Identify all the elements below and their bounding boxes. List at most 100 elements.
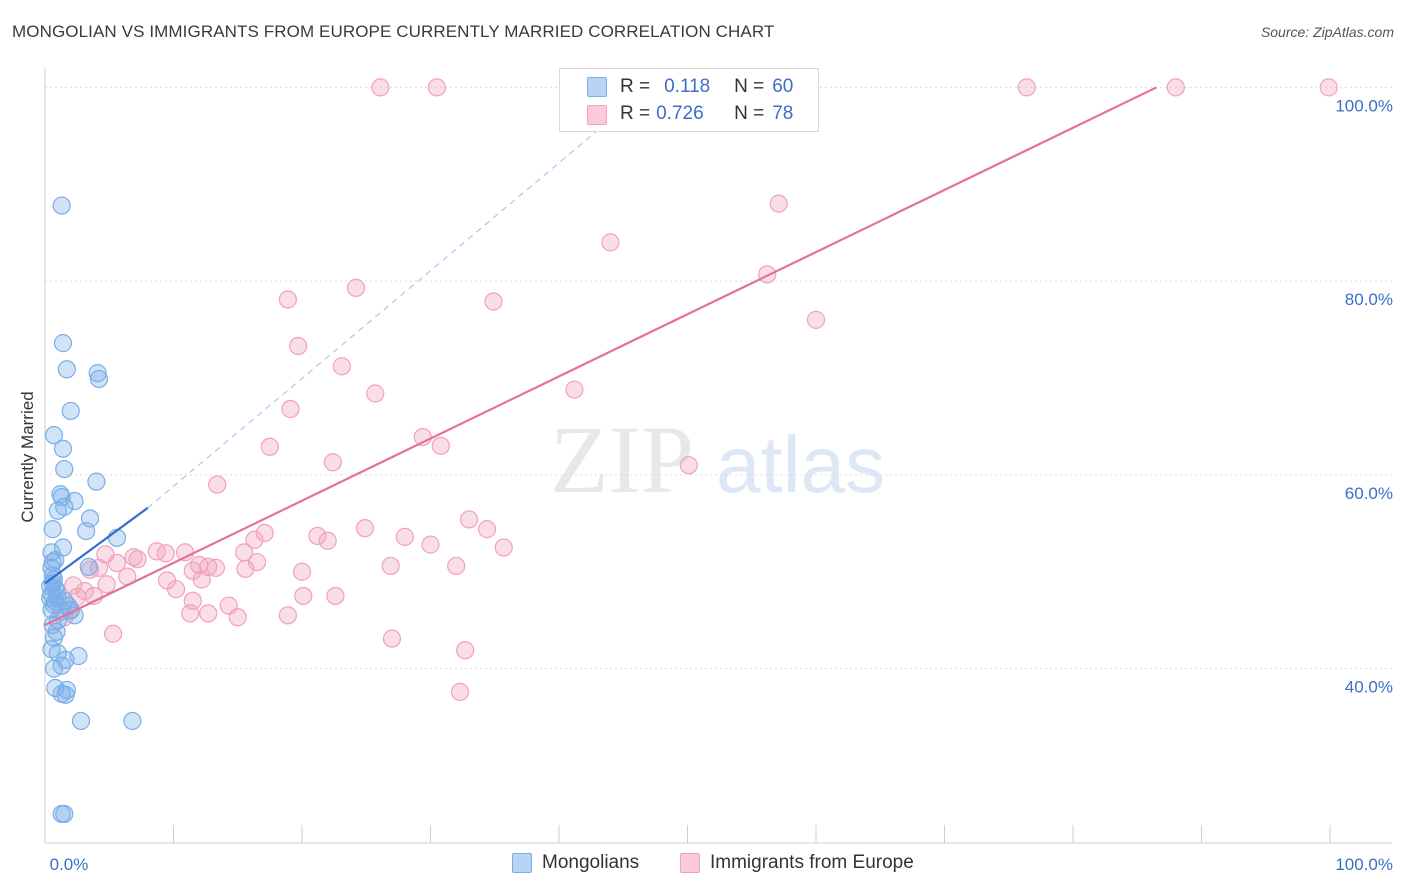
europe-point	[156, 544, 175, 563]
europe-point	[381, 556, 400, 576]
bottom-legend-swatch-europe	[680, 853, 700, 873]
europe-point	[281, 399, 300, 419]
europe-point	[181, 604, 200, 623]
mongolian-point	[65, 491, 84, 511]
legend-r-label: R =	[620, 76, 651, 97]
europe-point	[1166, 78, 1185, 97]
mongolian-point	[89, 369, 109, 389]
y-axis-title: Currently Married	[18, 391, 37, 522]
x-tick-label: 100.0%	[1335, 855, 1393, 874]
mongolian-point	[79, 557, 98, 577]
europe-points	[55, 78, 1338, 701]
europe-point	[366, 384, 385, 403]
bottom-legend-swatch-mongolians	[512, 853, 532, 873]
bottom-legend-label-europe: Immigrants from Europe	[710, 852, 914, 873]
europe-point	[1319, 78, 1338, 97]
watermark-atlas: atlas	[716, 420, 885, 509]
mongolian-point	[87, 472, 106, 491]
europe-point	[769, 194, 788, 213]
axes	[44, 68, 1392, 844]
europe-point	[255, 523, 274, 543]
europe-point	[289, 336, 308, 356]
legend-n-value-europe: 78	[772, 103, 794, 124]
mongolian-point	[43, 520, 62, 539]
europe-point	[236, 559, 255, 578]
y-tick-label: 60.0%	[1345, 484, 1393, 503]
europe-point	[278, 606, 297, 625]
chart-title: MONGOLIAN VS IMMIGRANTS FROM EUROPE CURR…	[12, 22, 775, 41]
europe-point	[355, 519, 375, 538]
europe-point	[427, 78, 447, 97]
bottom-legend: Mongolians Immigrants from Europe	[0, 852, 1406, 878]
legend-r-value-mongolians: 0.118	[664, 76, 711, 97]
europe-point	[192, 570, 211, 589]
europe-point	[228, 608, 247, 627]
mongolian-point	[53, 439, 73, 458]
mongolian-point	[55, 459, 74, 479]
x-tick-labels: 0.0% 100.0%	[50, 855, 1393, 874]
europe-point	[247, 552, 267, 572]
y-tick-labels: 40.0% 60.0% 80.0% 100.0%	[1335, 96, 1393, 696]
mongolian-point	[41, 588, 60, 608]
europe-point	[128, 550, 147, 569]
europe-point	[166, 580, 186, 599]
mongolian-point	[53, 334, 73, 353]
gridlines	[45, 86, 1392, 670]
europe-point	[395, 527, 414, 546]
legend-n-label: N =	[734, 76, 765, 97]
mongolian-point	[88, 364, 107, 383]
europe-point	[459, 510, 479, 529]
mongolian-point	[44, 659, 64, 678]
mongolian-point	[44, 426, 64, 445]
europe-point	[477, 520, 497, 539]
europe-point	[208, 475, 227, 494]
mongolian-point	[71, 711, 91, 731]
europe-point	[292, 562, 312, 581]
legend-swatch-mongolians	[587, 77, 607, 97]
europe-point	[104, 624, 123, 643]
europe-point	[565, 380, 584, 399]
mongolian-points	[41, 196, 142, 824]
europe-point	[326, 586, 345, 606]
legend-r-label: R =	[620, 103, 651, 124]
europe-point	[758, 265, 777, 284]
europe-point	[601, 233, 620, 252]
europe-point	[806, 310, 826, 329]
europe-point	[64, 576, 83, 595]
europe-point	[107, 553, 127, 573]
legend-swatch-europe	[587, 105, 607, 125]
mongolian-point	[52, 196, 71, 215]
europe-point	[147, 542, 166, 561]
europe-point	[245, 530, 264, 549]
x-tick-label: 0.0%	[50, 855, 89, 874]
europe-point	[494, 538, 513, 557]
europe-point	[447, 556, 466, 576]
europe-point	[323, 453, 342, 472]
bottom-legend-label-mongolians: Mongolians	[542, 852, 640, 873]
mongolian-point	[42, 558, 61, 577]
mongolian-point	[77, 521, 96, 541]
y-tick-label: 100.0%	[1335, 96, 1393, 115]
europe-point	[206, 558, 226, 577]
mongolian-point	[65, 606, 84, 625]
europe-point	[679, 456, 698, 475]
mongolian-point	[48, 501, 67, 520]
europe-point	[456, 641, 475, 660]
source-credit: Source: ZipAtlas.com	[1260, 24, 1394, 40]
mongolian-point	[56, 685, 75, 704]
legend-n-label: N =	[734, 103, 765, 124]
watermark: ZIP atlas	[550, 406, 885, 513]
europe-point	[421, 535, 440, 554]
bottom-legend-europe: Immigrants from Europe	[680, 852, 914, 874]
europe-point	[371, 78, 390, 97]
europe-point	[346, 278, 366, 298]
europe-point	[260, 437, 279, 456]
mongolian-point	[55, 804, 74, 824]
europe-point	[484, 292, 503, 311]
europe-point	[1017, 78, 1036, 97]
europe-point	[318, 531, 337, 550]
legend: R = 0.118 N = 60 R = 0.726 N = 78	[559, 68, 819, 132]
europe-point	[97, 575, 116, 594]
mongolian-point	[61, 401, 80, 421]
